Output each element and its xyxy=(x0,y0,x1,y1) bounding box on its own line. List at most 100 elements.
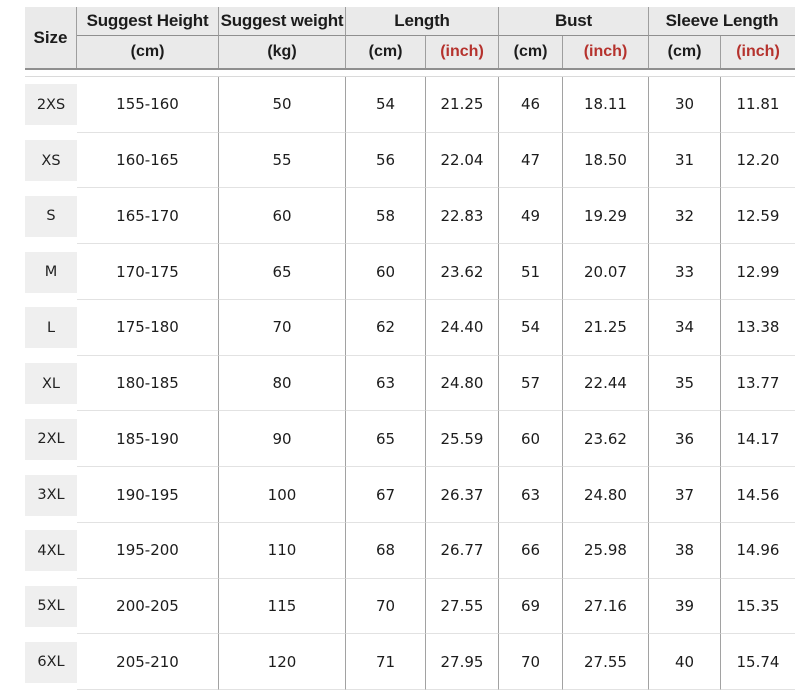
table-row: M 170-175 65 60 23.62 51 20.07 33 12.99 xyxy=(25,244,795,300)
sleeve-cm-cell: 36 xyxy=(648,411,720,468)
size-cell: 4XL xyxy=(25,523,77,579)
height-cm-cell: 185-190 xyxy=(77,411,218,468)
table-row: 3XL 190-195 100 67 26.37 63 24.80 37 14.… xyxy=(25,467,795,523)
size-label: XL xyxy=(25,363,77,405)
length-inch-cell: 24.40 xyxy=(425,299,498,356)
table-row: XS 160-165 55 56 22.04 47 18.50 31 12.20 xyxy=(25,132,795,189)
height-cm-cell: 180-185 xyxy=(77,356,218,412)
sleeve-inch-cell: 12.99 xyxy=(720,244,795,300)
size-label: 2XS xyxy=(25,84,77,126)
length-inch-cell: 26.37 xyxy=(425,467,498,523)
bust-cm-cell: 66 xyxy=(498,522,562,579)
sleeve-cm-cell: 32 xyxy=(648,188,720,245)
sleeve-inch-cell: 14.17 xyxy=(720,411,795,468)
size-label: 3XL xyxy=(25,474,77,516)
unit-sleeve-inch: (inch) xyxy=(720,36,795,68)
table-row: 2XS 155-160 50 54 21.25 46 18.11 30 11.8… xyxy=(25,77,795,133)
length-inch-cell: 27.55 xyxy=(425,578,498,635)
header-suggest-height: Suggest Height xyxy=(77,7,218,36)
sleeve-inch-cell: 13.38 xyxy=(720,299,795,356)
bust-inch-cell: 27.55 xyxy=(562,634,648,690)
height-cm-cell: 170-175 xyxy=(77,244,218,300)
bust-cm-cell: 47 xyxy=(498,132,562,189)
sleeve-inch-cell: 15.74 xyxy=(720,634,795,690)
size-chart-table: Size Suggest Height Suggest weight Lengt… xyxy=(25,7,795,690)
unit-height-cm: (cm) xyxy=(130,43,165,60)
length-cm-cell: 65 xyxy=(345,411,425,468)
length-cm-cell: 56 xyxy=(345,132,425,189)
bust-inch-cell: 18.50 xyxy=(562,132,648,189)
weight-kg-cell: 120 xyxy=(218,634,345,690)
size-cell: 3XL xyxy=(25,467,77,523)
height-cm-cell: 195-200 xyxy=(77,523,218,579)
length-cm-cell: 60 xyxy=(345,244,425,300)
bust-inch-cell: 23.62 xyxy=(562,411,648,468)
length-cm-cell: 70 xyxy=(345,578,425,635)
length-cm-cell: 62 xyxy=(345,299,425,356)
size-label: 2XL xyxy=(25,418,77,460)
length-cm-cell: 58 xyxy=(345,188,425,245)
header-length: Length xyxy=(345,7,498,36)
size-label: M xyxy=(25,251,77,293)
bust-cm-cell: 69 xyxy=(498,578,562,635)
sleeve-inch-cell: 12.59 xyxy=(720,188,795,245)
size-cell: L xyxy=(25,300,77,356)
length-cm-cell: 68 xyxy=(345,522,425,579)
unit-bust-cm: (cm) xyxy=(498,36,562,68)
header-bust: Bust xyxy=(498,7,648,36)
table-body: 2XS 155-160 50 54 21.25 46 18.11 30 11.8… xyxy=(25,76,795,690)
bust-cm-cell: 54 xyxy=(498,299,562,356)
length-inch-cell: 21.25 xyxy=(425,77,498,133)
header-body-gap xyxy=(25,70,795,76)
table-row: L 175-180 70 62 24.40 54 21.25 34 13.38 xyxy=(25,299,795,356)
height-cm-cell: 175-180 xyxy=(77,300,218,356)
height-cm-cell: 155-160 xyxy=(77,77,218,133)
header-suggest-weight: Suggest weight xyxy=(218,7,345,36)
length-inch-cell: 22.83 xyxy=(425,188,498,245)
bust-cm-cell: 60 xyxy=(498,411,562,468)
table-row: S 165-170 60 58 22.83 49 19.29 32 12.59 xyxy=(25,188,795,245)
size-cell: 5XL xyxy=(25,579,77,635)
weight-kg-cell: 50 xyxy=(218,77,345,133)
size-label: 4XL xyxy=(25,530,77,572)
weight-kg-cell: 55 xyxy=(218,132,345,189)
table-row: 2XL 185-190 90 65 25.59 60 23.62 36 14.1… xyxy=(25,411,795,468)
length-inch-cell: 22.04 xyxy=(425,132,498,189)
weight-kg-cell: 110 xyxy=(218,522,345,579)
sleeve-cm-cell: 38 xyxy=(648,522,720,579)
sleeve-cm-cell: 35 xyxy=(648,355,720,412)
sleeve-cm-cell: 40 xyxy=(648,634,720,690)
height-cm-cell: 165-170 xyxy=(77,188,218,245)
length-cm-cell: 71 xyxy=(345,634,425,690)
sleeve-cm-cell: 37 xyxy=(648,467,720,523)
table-row: 6XL 205-210 120 71 27.95 70 27.55 40 15.… xyxy=(25,634,795,690)
unit-length-cm: (cm) xyxy=(345,36,425,68)
sleeve-inch-cell: 15.35 xyxy=(720,578,795,635)
length-inch-cell: 26.77 xyxy=(425,522,498,579)
size-label: XS xyxy=(25,140,77,182)
bust-inch-cell: 25.98 xyxy=(562,522,648,579)
weight-kg-cell: 60 xyxy=(218,188,345,245)
header-sleeve-length: Sleeve Length xyxy=(648,7,795,36)
weight-kg-cell: 100 xyxy=(218,467,345,523)
height-cm-cell: 205-210 xyxy=(77,634,218,690)
table-row: 4XL 195-200 110 68 26.77 66 25.98 38 14.… xyxy=(25,522,795,579)
unit-length-inch: (inch) xyxy=(425,36,498,68)
length-inch-cell: 23.62 xyxy=(425,244,498,300)
size-label: L xyxy=(25,307,77,349)
size-cell: 2XL xyxy=(25,411,77,467)
size-cell: M xyxy=(25,244,77,300)
weight-kg-cell: 90 xyxy=(218,411,345,468)
sleeve-cm-cell: 31 xyxy=(648,132,720,189)
length-cm-cell: 54 xyxy=(345,77,425,133)
sleeve-cm-cell: 30 xyxy=(648,77,720,133)
bust-cm-cell: 57 xyxy=(498,355,562,412)
bust-cm-cell: 49 xyxy=(498,188,562,245)
size-label: 6XL xyxy=(25,641,77,683)
length-inch-cell: 27.95 xyxy=(425,634,498,690)
size-cell: 2XS xyxy=(25,77,77,133)
length-cm-cell: 67 xyxy=(345,467,425,523)
header-size: Size xyxy=(25,7,77,68)
length-inch-cell: 25.59 xyxy=(425,411,498,468)
